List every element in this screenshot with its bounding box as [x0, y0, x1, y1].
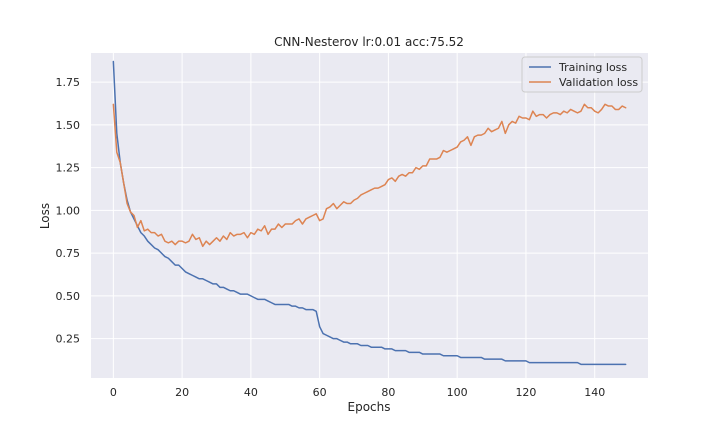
y-tick-label: 1.75: [56, 76, 81, 89]
y-tick-label: 1.25: [56, 162, 81, 175]
x-tick-label: 100: [447, 386, 468, 399]
legend-label-validation: Validation loss: [559, 76, 638, 89]
series-lines: [112, 60, 627, 366]
x-tick-label: 120: [515, 386, 536, 399]
y-tick-label: 1.00: [56, 204, 81, 217]
x-tick-label: 20: [175, 386, 189, 399]
y-tick-label: 0.25: [56, 333, 81, 346]
y-axis-label: Loss: [38, 203, 52, 229]
legend-label-training: Training loss: [558, 61, 627, 74]
x-tick-label: 80: [381, 386, 395, 399]
grid-lines: [91, 53, 648, 378]
training-loss-line: [112, 60, 627, 366]
x-tick-label: 60: [313, 386, 327, 399]
legend-box: [521, 56, 643, 93]
y-tick-label: 0.50: [56, 290, 81, 303]
x-tick-label: 40: [244, 386, 258, 399]
x-axis-label: Epochs: [348, 400, 391, 414]
y-tick-labels: 0.25 0.50 0.75 1.00 1.25 1.50 1.75: [56, 76, 81, 346]
x-tick-labels: 0 20 40 60 80 100 120 140: [110, 386, 605, 399]
chart-title: CNN-Nesterov lr:0.01 acc:75.52: [274, 35, 464, 49]
validation-loss-line: [112, 103, 627, 248]
x-tick-label: 140: [584, 386, 605, 399]
y-tick-label: 1.50: [56, 119, 81, 132]
y-tick-label: 0.75: [56, 247, 81, 260]
x-tick-label: 0: [110, 386, 117, 399]
legend: Training loss Validation loss: [521, 56, 643, 93]
plot-area: [91, 53, 648, 378]
